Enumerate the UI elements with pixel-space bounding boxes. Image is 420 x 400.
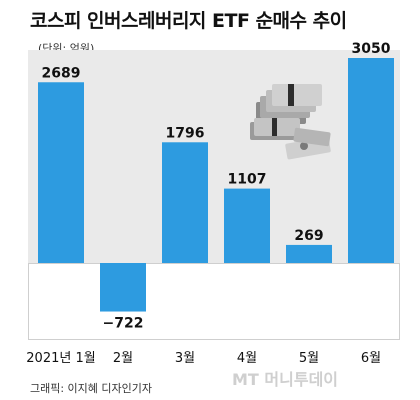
watermark: MT 머니투데이 — [232, 370, 339, 389]
bar — [286, 244, 332, 263]
x-tick-label: 5월 — [299, 351, 319, 366]
x-tick-label: 6월 — [361, 351, 381, 366]
bar-value-label: 3050 — [352, 41, 391, 57]
x-tick-label: 2021년 1월 — [26, 351, 95, 366]
bar — [348, 58, 394, 263]
graphic-credit: 그래픽: 이지혜 디자인기자 — [30, 382, 153, 395]
bar — [100, 263, 146, 312]
x-tick-label: 2월 — [113, 351, 133, 366]
bar — [38, 82, 84, 263]
plot-background-negative — [28, 263, 400, 340]
x-tick-label: 4월 — [237, 351, 257, 366]
plot-area — [28, 50, 400, 340]
bar-value-label: 1107 — [228, 172, 267, 188]
money-stack-icon — [250, 84, 331, 160]
bar — [224, 188, 270, 263]
bar-value-label: −722 — [103, 316, 144, 332]
chart-title: 코스피 인버스레버리지 ETF 순매수 추이 — [30, 10, 347, 32]
x-tick-label: 3월 — [175, 351, 195, 366]
bar-value-label: 1796 — [166, 125, 205, 141]
bar-value-label: 269 — [294, 228, 323, 244]
bar — [162, 142, 208, 263]
plot-background-positive — [28, 50, 400, 263]
bar-value-label: 2689 — [42, 65, 81, 81]
